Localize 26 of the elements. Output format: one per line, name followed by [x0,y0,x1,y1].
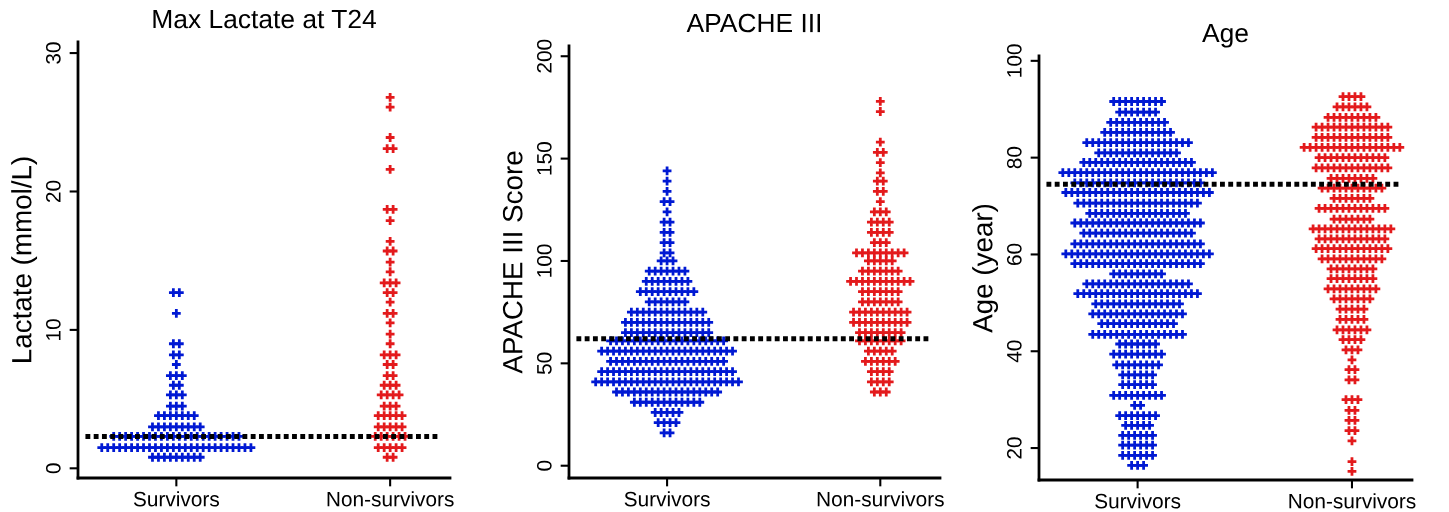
y-tick-label: 150 [536,142,552,175]
y-tick-label: 100 [536,244,552,277]
y-tick-label: 200 [536,39,552,73]
y-tick-label: 30 [45,42,61,64]
y-axis-title: Age (year) [972,204,999,333]
y-tick-label: 20 [45,180,61,203]
y-tick-label: 10 [45,319,61,340]
chart-title: Max Lactate at T24 [153,9,376,29]
y-tick-label: 60 [1006,243,1022,265]
y-tick-label: 0 [45,463,61,474]
chart-title: Age [1202,23,1248,48]
x-tick-label: Survivors [133,491,220,507]
x-tick-label: Survivors [1095,493,1181,509]
x-tick-label: Survivors [624,491,710,507]
x-tick-label: Non-survivors [817,491,944,507]
y-tick-label: 40 [1006,340,1022,363]
x-tick-label: Non-survivors [327,491,454,507]
y-tick-label: 20 [1006,437,1022,459]
y-axis-title: APACHE III Score [502,151,523,374]
y-axis-title: Lactate (mmol/L) [11,157,38,362]
y-tick-label: 80 [1006,146,1022,169]
y-tick-label: 100 [1006,44,1022,77]
x-tick-label: Non-survivors [1289,493,1416,509]
chart-title: APACHE III [686,13,821,33]
y-tick-label: 50 [536,352,552,375]
y-tick-label: 0 [536,460,552,471]
